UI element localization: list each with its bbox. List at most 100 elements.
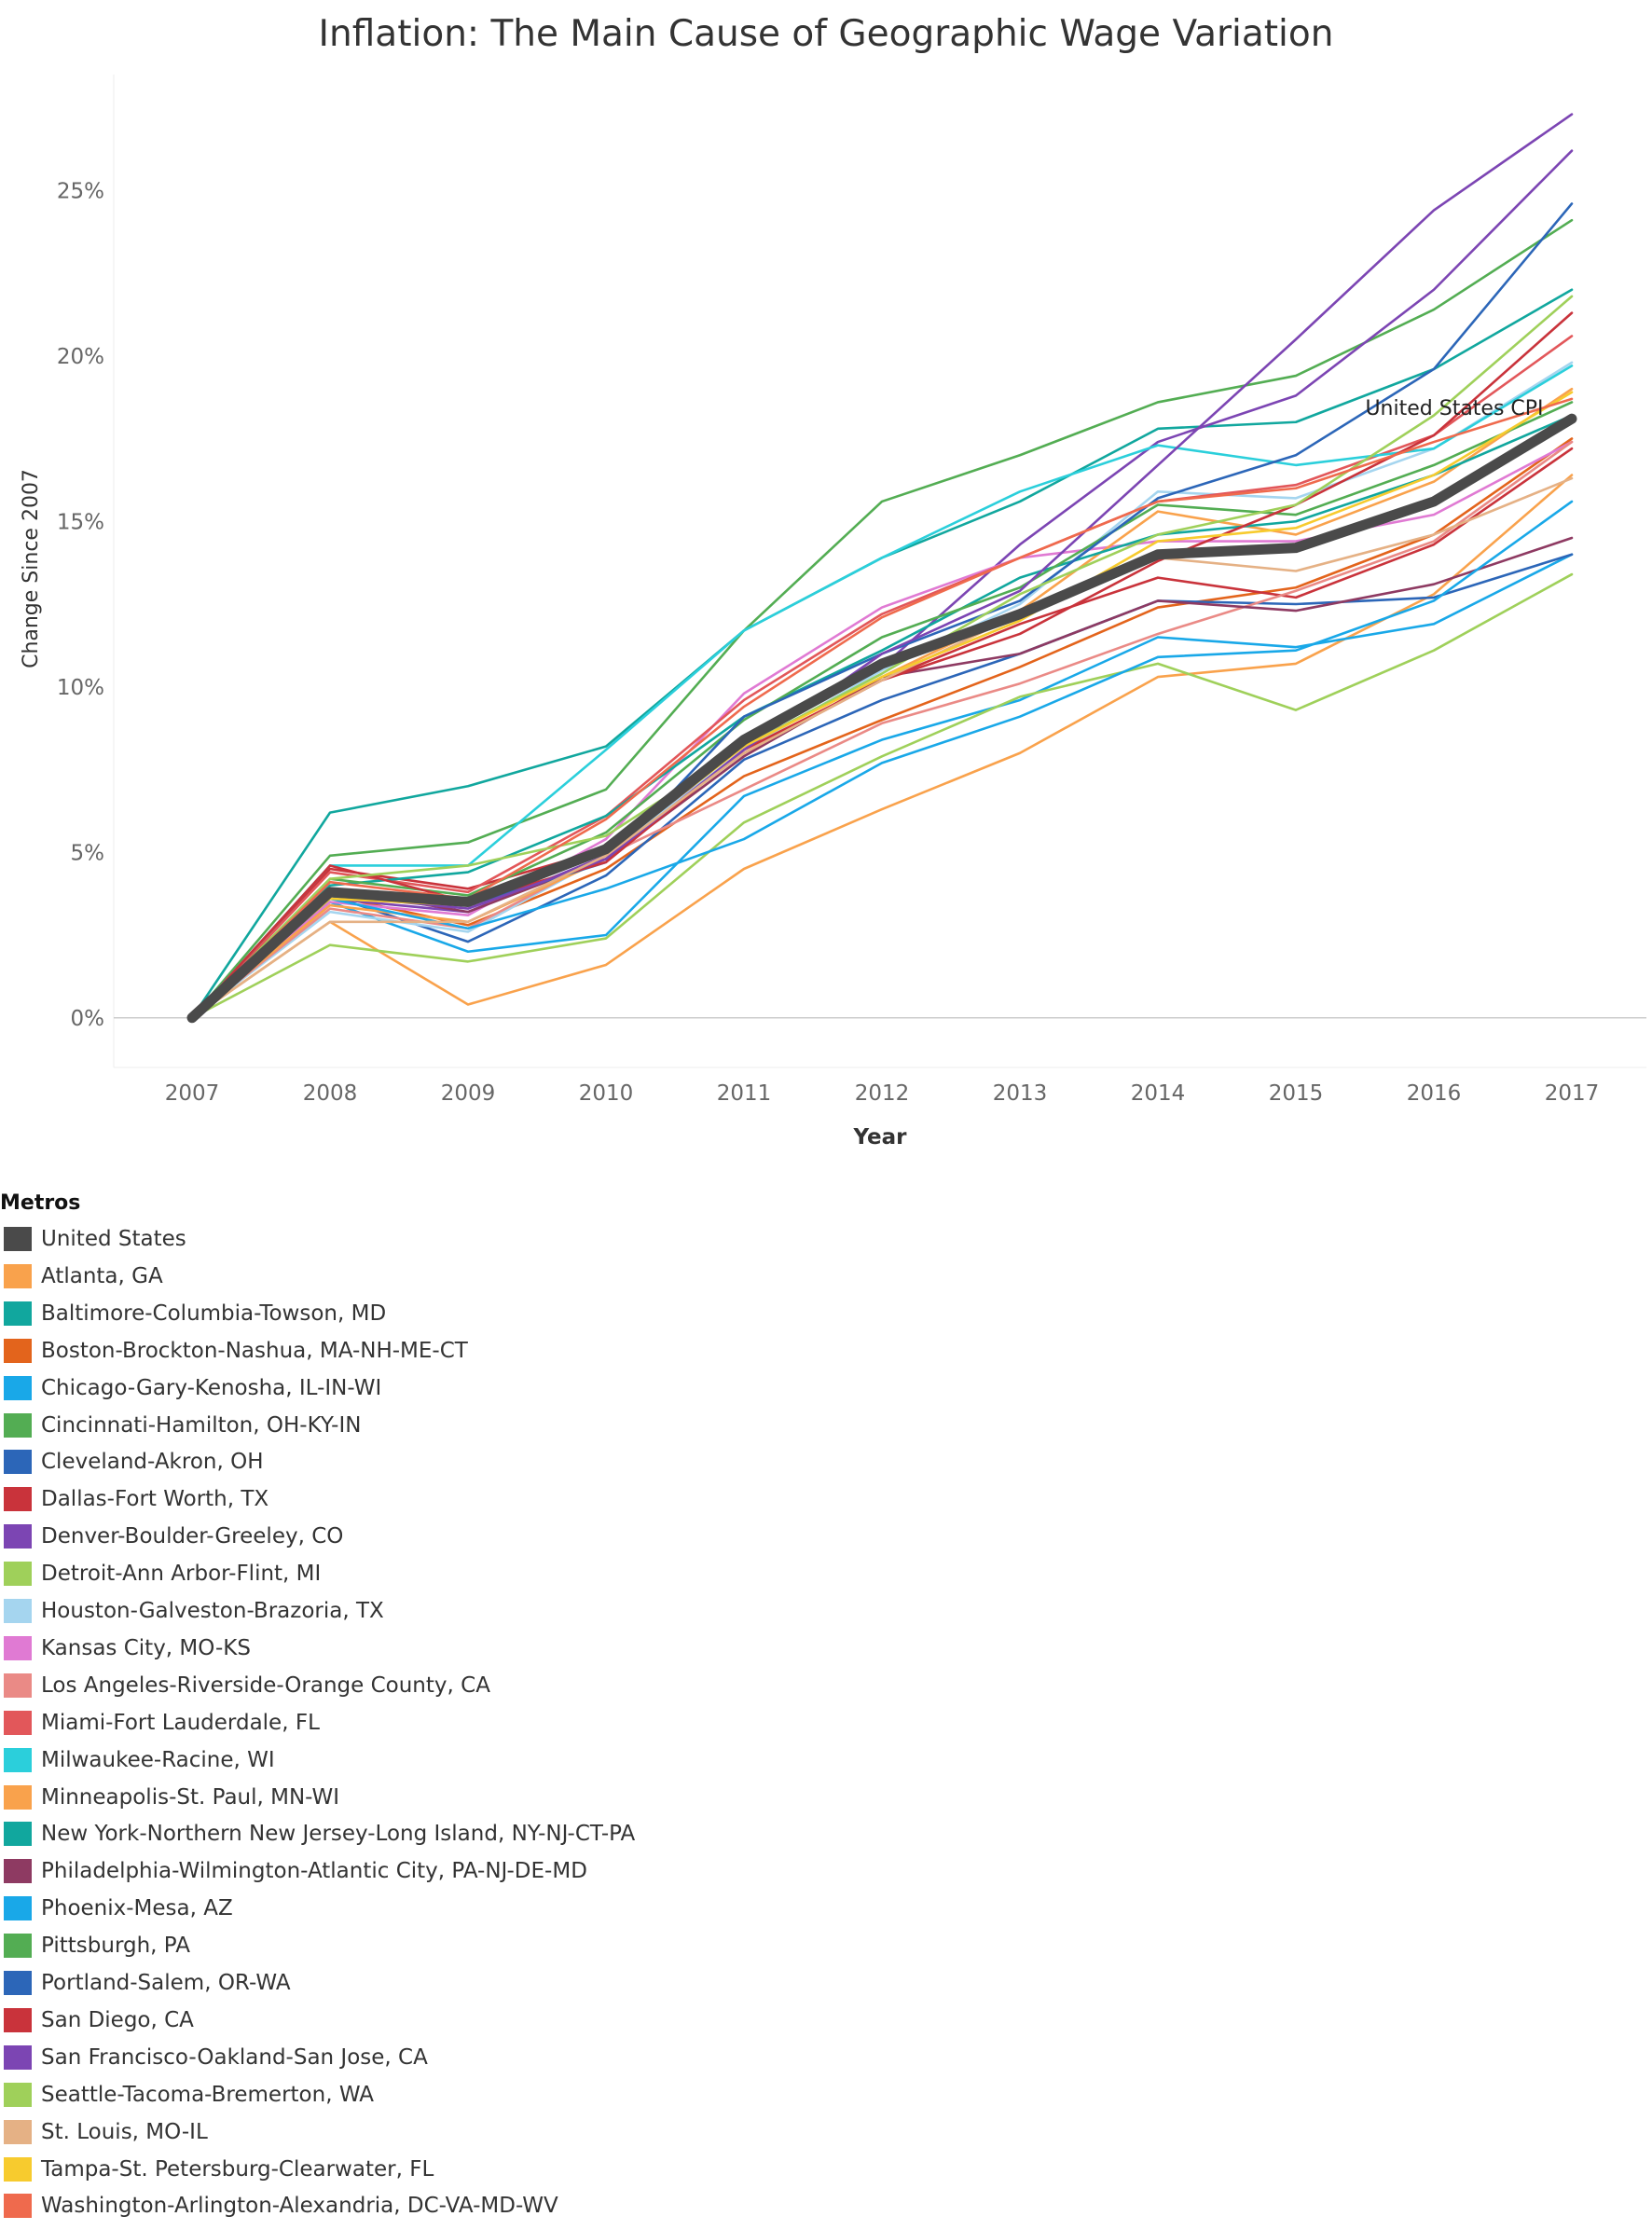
legend-label: Houston-Galveston-Brazoria, TX	[41, 1599, 384, 1623]
legend-label: St. Louis, MO-IL	[41, 2119, 208, 2144]
x-axis-title: Year	[852, 1125, 907, 1149]
legend-label: Kansas City, MO-KS	[41, 1635, 251, 1660]
x-tick-label: 2011	[717, 1081, 772, 1106]
legend-item-st-louis-mo-il[interactable]: St. Louis, MO-IL	[4, 2118, 208, 2146]
series-line-minneapolis-st-paul-mn-wi	[190, 387, 1574, 1020]
series-line-phoenix-mesa-az	[190, 500, 1574, 1020]
legend-swatch	[4, 2007, 32, 2032]
legend-label: Seattle-Tacoma-Bremerton, WA	[41, 2082, 375, 2107]
series-line-cincinnati-hamilton-oh-ky-in	[190, 218, 1574, 1020]
legend-swatch	[4, 1524, 32, 1549]
legend-item-boston-brockton-nashua-ma-nh-me-ct[interactable]: Boston-Brockton-Nashua, MA-NH-ME-CT	[4, 1337, 468, 1365]
legend-swatch	[4, 1672, 32, 1698]
series-line-philadelphia-wilmington-atlantic-city-pa-nj-de-md	[190, 536, 1574, 1020]
legend-swatch	[4, 1896, 32, 1921]
legend-item-minneapolis-st-paul-mn-wi[interactable]: Minneapolis-St. Paul, MN-WI	[4, 1783, 339, 1811]
legend-swatch	[4, 1635, 32, 1660]
legend-item-seattle-tacoma-bremerton-wa[interactable]: Seattle-Tacoma-Bremerton, WA	[4, 2081, 374, 2109]
legend-item-new-york-northern-new-jersey-long-island-ny-nj-ct-pa[interactable]: New York-Northern New Jersey-Long Island…	[4, 1820, 635, 1848]
legend-label: Boston-Brockton-Nashua, MA-NH-ME-CT	[41, 1338, 468, 1363]
legend-label: Dallas-Fort Worth, TX	[41, 1487, 269, 1512]
legend-item-philadelphia-wilmington-atlantic-city-pa-nj-de-md[interactable]: Philadelphia-Wilmington-Atlantic City, P…	[4, 1857, 587, 1885]
legend-label: Cincinnati-Hamilton, OH-KY-IN	[41, 1412, 362, 1438]
legend-item-san-francisco-oakland-san-jose-ca[interactable]: San Francisco-Oakland-San Jose, CA	[4, 2044, 428, 2072]
legend-swatch	[4, 2044, 32, 2070]
legend-swatch	[4, 1747, 32, 1772]
legend-swatch	[4, 1562, 32, 1587]
series-line-dallas-fort-worth-tx	[190, 447, 1574, 1020]
y-tick-label: 20%	[57, 345, 104, 369]
legend-item-los-angeles-riverside-orange-county-ca[interactable]: Los Angeles-Riverside-Orange County, CA	[4, 1672, 490, 1700]
legend-label: Baltimore-Columbia-Towson, MD	[41, 1301, 387, 1326]
legend-item-washington-arlington-alexandria-dc-va-md-wv[interactable]: Washington-Arlington-Alexandria, DC-VA-M…	[4, 2192, 558, 2220]
legend-item-houston-galveston-brazoria-tx[interactable]: Houston-Galveston-Brazoria, TX	[4, 1597, 384, 1625]
legend-swatch	[4, 1599, 32, 1623]
legend-item-detroit-ann-arbor-flint-mi[interactable]: Detroit-Ann Arbor-Flint, MI	[4, 1560, 321, 1588]
legend-label: Portland-Salem, OR-WA	[41, 1971, 291, 1995]
legend-swatch	[4, 1822, 32, 1847]
line-chart: 0% 5% 10% 15% 20% 25% 2007 2008 2009 2010 2011 2012…	[20, 75, 1646, 1149]
legend-swatch	[4, 1301, 32, 1326]
legend-item-denver-boulder-greeley-co[interactable]: Denver-Boulder-Greeley, CO	[4, 1522, 343, 1550]
y-tick-label: 25%	[57, 179, 104, 203]
legend-swatch	[4, 1971, 32, 1995]
legend-item-chicago-gary-kenosha-il-in-wi[interactable]: Chicago-Gary-Kenosha, IL-IN-WI	[4, 1374, 381, 1402]
y-axis-title: Change Since 2007	[20, 469, 43, 668]
legend-item-san-diego-ca[interactable]: San Diego, CA	[4, 2006, 194, 2034]
legend-item-tampa-st-petersburg-clearwater-fl[interactable]: Tampa-St. Petersburg-Clearwater, FL	[4, 2155, 434, 2183]
legend-swatch	[4, 1859, 32, 1884]
legend-label: Tampa-St. Petersburg-Clearwater, FL	[41, 2156, 434, 2182]
chart-title: Inflation: The Main Cause of Geographic …	[318, 13, 1334, 55]
legend-label: Miami-Fort Lauderdale, FL	[41, 1710, 320, 1735]
legend-item-baltimore-columbia-towson-md[interactable]: Baltimore-Columbia-Towson, MD	[4, 1300, 386, 1328]
legend-swatch	[4, 1450, 32, 1475]
legend-label: Washington-Arlington-Alexandria, DC-VA-M…	[41, 2194, 558, 2219]
x-tick-label: 2010	[579, 1081, 634, 1106]
legend-label: San Francisco-Oakland-San Jose, CA	[41, 2044, 428, 2070]
legend-label: New York-Northern New Jersey-Long Island…	[41, 1822, 636, 1847]
x-tick-label: 2015	[1269, 1081, 1324, 1106]
legend-swatch	[4, 1412, 32, 1438]
series-line-detroit-ann-arbor-flint-mi	[190, 572, 1574, 1020]
legend-label: Los Angeles-Riverside-Orange County, CA	[41, 1672, 490, 1698]
legend-label: United States	[41, 1227, 186, 1251]
legend-item-atlanta-ga[interactable]: Atlanta, GA	[4, 1262, 163, 1290]
series-line-tampa-st-petersburg-clearwater-fl	[190, 391, 1574, 1020]
legend-label: Phoenix-Mesa, AZ	[41, 1896, 233, 1921]
legend-swatch	[4, 2119, 32, 2144]
legend-item-united-states[interactable]: United States	[4, 1225, 186, 1253]
legend-item-dallas-fort-worth-tx[interactable]: Dallas-Fort Worth, TX	[4, 1485, 268, 1513]
legend-label: Denver-Boulder-Greeley, CO	[41, 1524, 344, 1549]
x-tick-label: 2017	[1545, 1081, 1600, 1106]
legend-label: Minneapolis-St. Paul, MN-WI	[41, 1784, 340, 1810]
legend-label: Milwaukee-Racine, WI	[41, 1747, 275, 1772]
legend-item-cleveland-akron-oh[interactable]: Cleveland-Akron, OH	[4, 1448, 264, 1476]
legend-item-pittsburgh-pa[interactable]: Pittsburgh, PA	[4, 1932, 190, 1960]
series-line-cleveland-akron-oh	[190, 553, 1574, 1020]
legend-item-phoenix-mesa-az[interactable]: Phoenix-Mesa, AZ	[4, 1894, 233, 1922]
legend-item-miami-fort-lauderdale-fl[interactable]: Miami-Fort Lauderdale, FL	[4, 1709, 320, 1737]
x-tick-label: 2014	[1131, 1081, 1186, 1106]
legend-label: Cleveland-Akron, OH	[41, 1450, 264, 1475]
y-tick-label: 15%	[57, 510, 104, 534]
legend-item-kansas-city-mo-ks[interactable]: Kansas City, MO-KS	[4, 1634, 251, 1662]
legend-swatch	[4, 2194, 32, 2219]
legend-swatch	[4, 2156, 32, 2182]
legend-item-portland-salem-or-wa[interactable]: Portland-Salem, OR-WA	[4, 1969, 291, 1997]
legend-label: Atlanta, GA	[41, 1263, 163, 1288]
x-tick-label: 2008	[303, 1081, 358, 1106]
legend-label: Detroit-Ann Arbor-Flint, MI	[41, 1562, 322, 1587]
series-line-chicago-gary-kenosha-il-in-wi	[190, 553, 1574, 1020]
legend-swatch	[4, 1263, 32, 1288]
legend-item-milwaukee-racine-wi[interactable]: Milwaukee-Racine, WI	[4, 1746, 275, 1774]
legend-item-cincinnati-hamilton-oh-ky-in[interactable]: Cincinnati-Hamilton, OH-KY-IN	[4, 1411, 361, 1439]
x-tick-label: 2007	[165, 1081, 220, 1106]
legend-swatch	[4, 1710, 32, 1735]
legend-swatch	[4, 2082, 32, 2107]
series-line-pittsburgh-pa	[190, 401, 1574, 1020]
legend-swatch	[4, 1375, 32, 1400]
y-tick-label: 10%	[57, 676, 104, 700]
legend-label: Chicago-Gary-Kenosha, IL-IN-WI	[41, 1375, 382, 1400]
series-line-miami-fort-lauderdale-fl	[190, 335, 1574, 1020]
series-line-washington-arlington-alexandria-dc-va-md-wv	[190, 397, 1574, 1020]
